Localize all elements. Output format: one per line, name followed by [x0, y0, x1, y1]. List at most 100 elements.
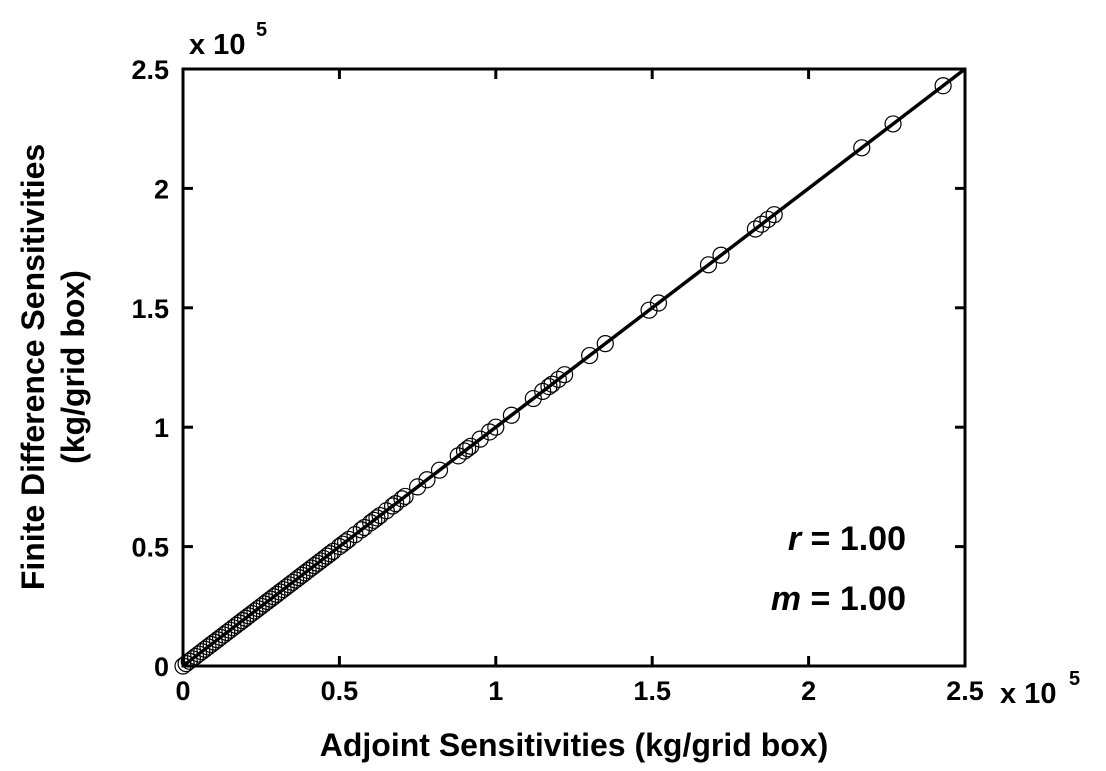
data-point — [884, 115, 902, 133]
x-exponent-base: x 10 — [1000, 678, 1056, 710]
data-point — [211, 628, 230, 646]
data-point — [746, 220, 765, 238]
data-point — [290, 569, 308, 587]
data-point — [543, 375, 561, 393]
data-point — [502, 406, 521, 424]
data-point — [396, 487, 414, 506]
data-point — [640, 301, 658, 319]
data-point — [934, 77, 952, 95]
x-tick-label: 0 — [175, 676, 190, 706]
data-point — [202, 635, 220, 654]
data-point — [277, 578, 295, 596]
data-point — [430, 461, 449, 479]
x-tick-label: 2.5 — [946, 676, 984, 706]
data-point — [352, 521, 370, 539]
data-point — [371, 506, 389, 525]
data-point — [299, 561, 317, 580]
data-point — [315, 549, 333, 568]
data-point — [549, 370, 567, 389]
data-point — [524, 389, 542, 408]
data-point — [346, 526, 364, 544]
data-point — [383, 497, 402, 515]
data-point — [449, 447, 467, 465]
data-point — [296, 564, 314, 582]
x-tick-label: 2 — [801, 676, 816, 706]
data-point — [581, 346, 599, 365]
data-point — [199, 638, 217, 656]
y-tick-label: 0.5 — [131, 533, 169, 563]
data-point — [324, 542, 342, 560]
data-point — [362, 514, 380, 532]
data-point — [196, 640, 214, 658]
data-point — [318, 547, 336, 565]
data-point — [712, 246, 730, 264]
y-axis-label-line1: Finite Difference Sensitivities — [15, 144, 51, 590]
data-point — [312, 552, 330, 570]
data-point — [177, 655, 195, 673]
fit-line — [181, 67, 967, 668]
data-point — [240, 607, 258, 625]
data-point — [330, 537, 348, 556]
data-point — [274, 580, 292, 599]
data-point — [233, 612, 252, 630]
y-exponent-base: x 10 — [189, 29, 245, 61]
data-point — [230, 614, 248, 632]
data-point — [271, 583, 289, 601]
x-axis-label: Adjoint Sensitivities (kg/grid box) — [320, 727, 828, 763]
data-point — [596, 335, 614, 353]
data-point — [236, 609, 255, 627]
data-point — [287, 571, 305, 589]
data-point — [283, 573, 302, 592]
x-tick-label: 1 — [488, 676, 503, 706]
r-annotation: r = 1.00 — [788, 520, 906, 558]
data-point — [308, 554, 327, 572]
x-exponent-power: 5 — [1069, 668, 1080, 690]
data-point — [753, 215, 771, 233]
data-point — [462, 437, 480, 455]
data-point — [180, 652, 198, 670]
data-point — [377, 502, 395, 520]
data-point — [205, 633, 223, 651]
data-point — [255, 595, 273, 613]
data-point — [246, 602, 264, 620]
y-exponent-power: 5 — [256, 19, 267, 41]
data-point — [333, 535, 352, 553]
data-point — [765, 206, 783, 224]
data-point — [393, 490, 411, 508]
data-point — [649, 294, 668, 312]
data-point — [418, 471, 436, 489]
y-tick-label: 2.5 — [131, 55, 169, 85]
data-point — [337, 533, 355, 551]
data-point — [471, 430, 489, 448]
data-point — [265, 588, 283, 606]
data-point — [459, 440, 477, 458]
data-point — [243, 604, 261, 623]
data-point — [365, 511, 383, 529]
data-point — [224, 619, 242, 637]
data-point — [305, 557, 323, 575]
data-point — [487, 418, 505, 436]
data-point — [280, 576, 298, 594]
data-point — [556, 366, 574, 384]
data-point — [759, 210, 777, 229]
data-point — [340, 530, 358, 549]
data-point — [455, 442, 474, 460]
data-point — [268, 585, 286, 603]
data-point — [540, 378, 558, 396]
m-annotation: m = 1.00 — [771, 580, 906, 618]
data-point — [252, 597, 270, 615]
data-point — [387, 495, 405, 513]
data-point — [534, 382, 552, 400]
y-tick-label: 2 — [154, 174, 169, 204]
data-point — [186, 647, 205, 666]
data-point — [699, 256, 718, 274]
data-point — [215, 626, 233, 644]
data-point — [321, 545, 339, 563]
y-tick-label: 1.5 — [131, 294, 169, 324]
data-point — [208, 631, 227, 649]
data-point — [227, 616, 245, 635]
data-point — [302, 559, 320, 577]
x-tick-label: 1.5 — [633, 676, 671, 706]
data-point — [409, 478, 427, 496]
